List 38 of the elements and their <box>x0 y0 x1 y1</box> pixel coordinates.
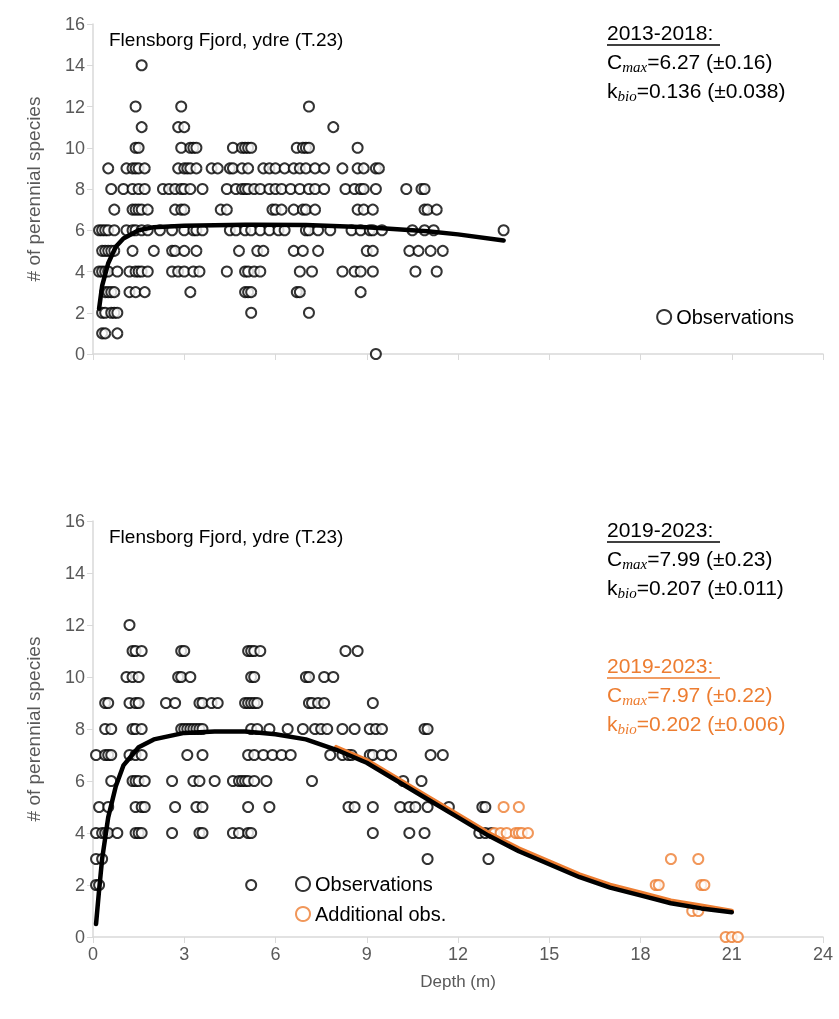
y-tick-label: 4 <box>74 823 85 843</box>
annotation: 2019-2023: <box>607 654 714 677</box>
y-tick-label: 2 <box>74 302 85 323</box>
annotation: 2013-2018: <box>607 21 714 44</box>
y-tick-label: 8 <box>74 179 85 199</box>
x-tick-label: 24 <box>812 944 834 964</box>
y-tick-label: 14 <box>64 55 85 76</box>
y-tick-label: 12 <box>64 96 85 117</box>
annotation: 2019-2023: <box>607 518 714 541</box>
chart-title: Flensborg Fjord, ydre (T.23) <box>109 29 344 50</box>
y-tick-label: 16 <box>64 14 85 34</box>
legend-label: Observations <box>676 306 795 328</box>
y-tick-label: 8 <box>74 719 85 739</box>
y-tick-label: 12 <box>64 615 85 635</box>
x-tick-label: 21 <box>721 944 742 964</box>
y-tick-label: 4 <box>74 261 85 282</box>
y-axis-title: # of perennial species <box>23 96 44 282</box>
x-axis-title: Depth (m) <box>420 972 496 991</box>
y-tick-label: 10 <box>64 667 85 687</box>
y-tick-label: 16 <box>64 511 85 531</box>
y-tick-label: 6 <box>74 220 85 241</box>
x-tick-label: 18 <box>630 944 651 964</box>
y-tick-label: 10 <box>64 137 85 158</box>
y-tick-label: 14 <box>64 563 85 583</box>
y-tick-label: 0 <box>74 344 85 364</box>
x-tick-label: 9 <box>361 944 372 964</box>
legend-label: Additional obs. <box>315 903 447 925</box>
x-tick-label: 15 <box>539 944 560 964</box>
x-tick-label: 3 <box>179 944 190 964</box>
y-tick-label: 0 <box>74 927 85 947</box>
x-tick-label: 12 <box>447 944 469 964</box>
x-tick-label: 6 <box>270 944 281 964</box>
y-tick-label: 6 <box>74 771 85 791</box>
y-tick-label: 2 <box>74 875 85 895</box>
x-tick-label: 0 <box>87 944 99 964</box>
chart-title: Flensborg Fjord, ydre (T.23) <box>109 526 344 547</box>
legend-label: Observations <box>315 873 433 895</box>
y-axis-title: # of perennial species <box>23 636 44 822</box>
